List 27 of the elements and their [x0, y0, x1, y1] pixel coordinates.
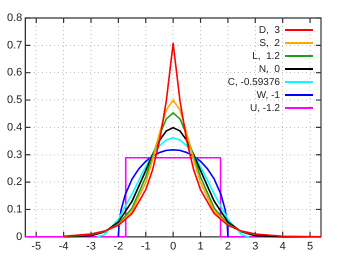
- x-tick-label: -1: [140, 240, 151, 252]
- legend-label: U, -1.2: [250, 102, 280, 114]
- x-tick-label: -2: [113, 240, 124, 252]
- x-tick-label: -3: [86, 240, 96, 252]
- x-tick-label: 0: [170, 240, 176, 252]
- x-tick-label: -4: [58, 240, 69, 252]
- x-tick-label: 2: [224, 240, 231, 252]
- legend-label: C, -0.59376: [228, 76, 280, 88]
- y-tick-label: 0.3: [6, 148, 22, 161]
- legend-label: S, 2: [259, 38, 280, 49]
- y-tick-label: 0.7: [6, 39, 22, 52]
- y-tick-label: 0.5: [6, 94, 22, 106]
- legend-label: N, 0: [258, 64, 280, 75]
- y-tick-label: 0.1: [6, 203, 22, 216]
- y-tick-label: 0.8: [6, 12, 22, 24]
- x-tick-label: 5: [306, 240, 314, 252]
- legend-label: D, 3: [258, 24, 280, 36]
- y-tick-label: 0: [16, 230, 22, 243]
- y-tick-label: 0.6: [6, 66, 22, 79]
- x-tick-label: 1: [197, 240, 204, 252]
- y-tick-label: 0.4: [6, 121, 22, 134]
- y-tick-label: 0.2: [6, 176, 22, 188]
- x-tick-label: 4: [280, 240, 286, 252]
- x-tick-label: -5: [31, 240, 42, 252]
- legend-label: L, 1.2: [252, 50, 280, 62]
- legend-label: W, -1: [256, 90, 280, 101]
- x-tick-label: 3: [252, 240, 258, 252]
